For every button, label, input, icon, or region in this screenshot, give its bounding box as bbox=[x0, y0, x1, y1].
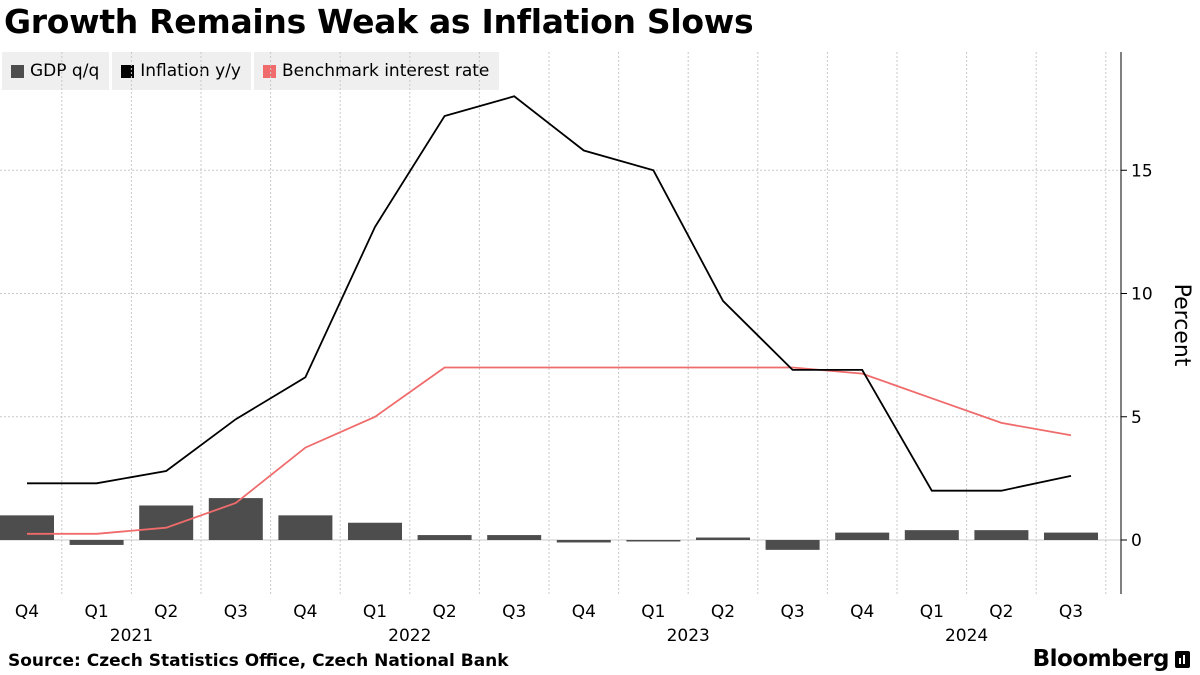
legend: GDP q/q Inflation y/y Benchmark interest… bbox=[2, 52, 500, 90]
y-tick-label-3: 15 bbox=[1131, 161, 1153, 181]
x-tick-label-14: Q2 bbox=[989, 602, 1013, 622]
x-tick-label-4: Q4 bbox=[293, 602, 317, 622]
x-tick-label-2: Q2 bbox=[154, 602, 178, 622]
bar-gdp-4 bbox=[278, 515, 333, 540]
bar-gdp-9 bbox=[626, 540, 681, 542]
brand-name: Bloomberg bbox=[1032, 646, 1170, 672]
legend-label-inflation: Inflation y/y bbox=[140, 61, 241, 81]
legend-swatch-gdp bbox=[11, 64, 24, 78]
bar-gdp-8 bbox=[556, 540, 611, 543]
x-tick-label-5: Q1 bbox=[363, 602, 387, 622]
x-tick-label-0: Q4 bbox=[15, 602, 39, 622]
x-year-label-3: 2024 bbox=[945, 626, 988, 646]
x-tick-label-10: Q2 bbox=[711, 602, 735, 622]
legend-item-inflation: Inflation y/y bbox=[112, 52, 251, 90]
bar-gdp-15 bbox=[1044, 532, 1098, 540]
bar-gdp-6 bbox=[417, 535, 472, 540]
legend-item-gdp: GDP q/q bbox=[2, 52, 110, 90]
x-tick-label-8: Q4 bbox=[572, 602, 596, 622]
bar-gdp-1 bbox=[69, 540, 124, 545]
legend-swatch-rate bbox=[262, 64, 276, 78]
x-year-label-0: 2021 bbox=[110, 626, 153, 646]
x-tick-label-12: Q4 bbox=[850, 602, 874, 622]
brand-logo: Bloomberg bbox=[1033, 646, 1190, 672]
chart-title: Growth Remains Weak as Inflation Slows bbox=[4, 2, 754, 41]
x-tick-label-9: Q1 bbox=[641, 602, 665, 622]
x-year-label-1: 2022 bbox=[388, 626, 431, 646]
bar-gdp-14 bbox=[974, 530, 1029, 540]
x-tick-label-11: Q3 bbox=[780, 602, 804, 622]
line-benchmark-rate bbox=[27, 366, 1072, 535]
bar-gdp-3 bbox=[208, 498, 263, 540]
bloomberg-icon bbox=[1175, 650, 1190, 668]
legend-label-rate: Benchmark interest rate bbox=[281, 61, 490, 81]
y-tick-label-1: 5 bbox=[1131, 408, 1142, 428]
legend-swatch-inflation bbox=[121, 64, 135, 78]
bar-gdp-2 bbox=[139, 505, 194, 540]
bar-gdp-13 bbox=[904, 530, 959, 540]
x-tick-label-6: Q2 bbox=[432, 602, 456, 622]
bar-gdp-11 bbox=[765, 540, 820, 550]
y-tick-label-2: 10 bbox=[1131, 285, 1153, 305]
x-tick-label-15: Q3 bbox=[1059, 602, 1083, 622]
x-tick-label-1: Q1 bbox=[84, 602, 108, 622]
x-year-label-2: 2023 bbox=[667, 626, 710, 646]
y-tick-label-0: 0 bbox=[1131, 531, 1142, 551]
x-tick-label-7: Q3 bbox=[502, 602, 526, 622]
x-tick-label-13: Q1 bbox=[920, 602, 944, 622]
line-inflation bbox=[27, 95, 1072, 492]
source-note: Source: Czech Statistics Office, Czech N… bbox=[8, 651, 509, 671]
bar-gdp-7 bbox=[487, 535, 542, 540]
y-axis-title: Percent bbox=[1169, 284, 1194, 367]
bar-gdp-10 bbox=[696, 537, 750, 540]
bar-gdp-5 bbox=[348, 522, 402, 540]
bar-gdp-0 bbox=[0, 515, 54, 540]
legend-label-gdp: GDP q/q bbox=[30, 61, 100, 81]
bar-gdp-12 bbox=[835, 532, 890, 540]
legend-item-rate: Benchmark interest rate bbox=[253, 52, 500, 90]
x-tick-label-3: Q3 bbox=[224, 602, 248, 622]
